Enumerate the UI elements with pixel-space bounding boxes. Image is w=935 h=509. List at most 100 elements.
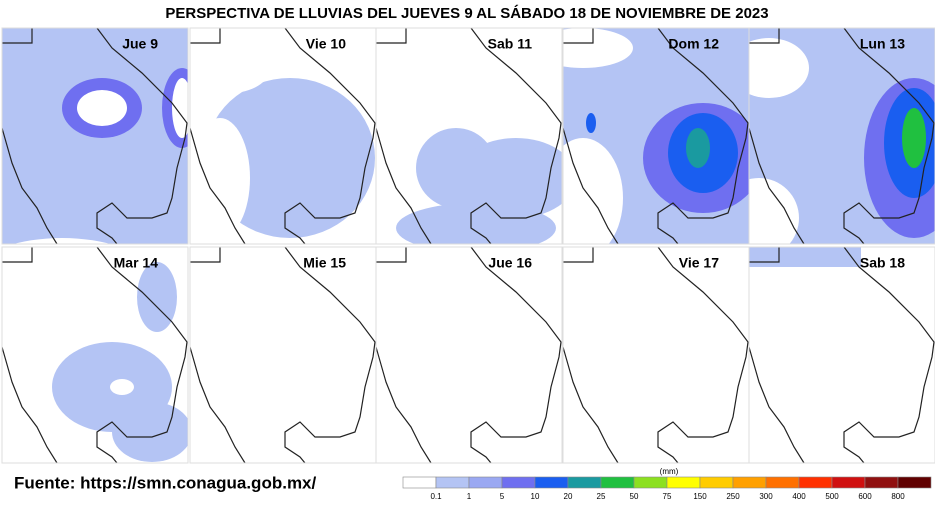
legend-label: 25 <box>597 492 606 501</box>
state-border <box>376 28 562 244</box>
legend-swatch <box>402 476 437 489</box>
legend-label: 1 <box>467 492 472 501</box>
rain-area <box>456 138 562 218</box>
panel-frame <box>1 27 189 245</box>
panel-label: Dom 12 <box>668 36 719 52</box>
rain-area <box>749 178 799 244</box>
panel-label: Sab 11 <box>488 36 533 52</box>
legend-label: 150 <box>693 492 707 501</box>
legend-label: 0.1 <box>430 492 442 501</box>
legend-swatch <box>468 476 503 489</box>
rain-area <box>586 113 596 133</box>
legend-label: 300 <box>759 492 773 501</box>
legend-label: 250 <box>726 492 740 501</box>
panel-label: Mar 14 <box>114 255 159 271</box>
rain-area <box>112 402 188 462</box>
map-area <box>190 247 376 463</box>
state-border <box>563 247 749 463</box>
panel-bg <box>563 247 749 463</box>
rain-area <box>190 118 250 238</box>
legend: 0.1 1 5 10 20 25 50 75 150 250 300 400 500 600 800 <box>402 476 932 501</box>
legend-swatch <box>864 476 899 489</box>
map-area <box>749 28 935 244</box>
panel-frame <box>1 246 189 464</box>
rain-area <box>686 128 710 168</box>
legend-label: 600 <box>858 492 872 501</box>
map-area <box>2 247 188 463</box>
panel-bg <box>190 247 376 463</box>
state-border <box>563 28 749 244</box>
rain-area <box>563 28 633 68</box>
legend-swatch <box>501 476 536 489</box>
legend-label: 75 <box>663 492 672 501</box>
map-area <box>749 247 935 463</box>
rain-area <box>172 78 188 138</box>
map-panel: Lun 13 <box>748 27 935 245</box>
legend-swatch <box>534 476 569 489</box>
rain-area <box>137 262 177 332</box>
map-area <box>563 247 749 463</box>
panel-label: Mie 15 <box>303 255 346 271</box>
legend-swatch <box>699 476 734 489</box>
map-panel: Sab 18 <box>748 246 935 464</box>
state-border <box>190 247 376 463</box>
rain-area <box>902 108 926 168</box>
rain-area <box>310 48 370 88</box>
map-panel: Vie 17 <box>562 246 750 464</box>
panel-label: Jue 9 <box>122 36 158 52</box>
map-panel: Jue 9 <box>1 27 189 245</box>
panel-frame <box>748 246 935 464</box>
panel-bg <box>376 247 562 463</box>
legend-swatch <box>897 476 932 489</box>
source: Fuente: https://smn.conagua.gob.mx/ <box>14 473 317 492</box>
legend-swatch <box>798 476 833 489</box>
map-panel: Mar 14 <box>1 246 189 464</box>
legend-swatch <box>633 476 668 489</box>
rain-area <box>749 247 861 267</box>
panel-frame <box>375 246 563 464</box>
title: PERSPECTIVA DE LLUVIAS DEL JUEVES 9 AL S… <box>165 5 768 22</box>
panel-frame <box>748 27 935 245</box>
legend-swatch <box>666 476 701 489</box>
rain-area <box>396 203 556 244</box>
map-panel: Sab 11 <box>375 27 563 245</box>
rain-area <box>110 379 134 395</box>
rain-area <box>563 138 623 244</box>
map-area <box>376 28 562 244</box>
legend-swatch <box>765 476 800 489</box>
panel-label: Sab 18 <box>860 255 905 271</box>
legend-label: 50 <box>630 492 639 501</box>
rain-area <box>77 90 127 126</box>
map-area <box>2 28 188 244</box>
legend-label: 10 <box>531 492 540 501</box>
legend-label: 20 <box>564 492 573 501</box>
state-border <box>190 28 376 244</box>
legend-swatch <box>435 476 470 489</box>
state-border <box>2 28 188 244</box>
map-panel: Jue 16 <box>375 246 563 464</box>
legend-swatch <box>567 476 602 489</box>
panel-bg <box>749 247 935 463</box>
map-area <box>376 247 562 463</box>
legend-label: 400 <box>792 492 806 501</box>
legend-label: 5 <box>500 492 505 501</box>
legend-swatch <box>732 476 767 489</box>
rain-area <box>190 43 270 93</box>
state-border <box>749 247 935 463</box>
state-border <box>749 28 935 244</box>
panel-label: Lun 13 <box>860 36 905 52</box>
legend-label: 500 <box>825 492 839 501</box>
legend-swatch <box>831 476 866 489</box>
legend-label: 800 <box>891 492 905 501</box>
panel-label: Vie 10 <box>306 36 346 52</box>
panels: Jue 9 Vie 10 Sab 11 Dom 12 Lun 13 Mar 14 Mie 1… <box>1 27 935 464</box>
legend-unit: (mm) <box>660 467 679 476</box>
panel-frame <box>375 27 563 245</box>
rain-area <box>376 48 446 128</box>
map-area <box>563 28 749 244</box>
map-area <box>190 28 376 244</box>
state-border <box>376 247 562 463</box>
map-panel: Dom 12 <box>562 27 750 245</box>
panel-label: Vie 17 <box>679 255 719 271</box>
